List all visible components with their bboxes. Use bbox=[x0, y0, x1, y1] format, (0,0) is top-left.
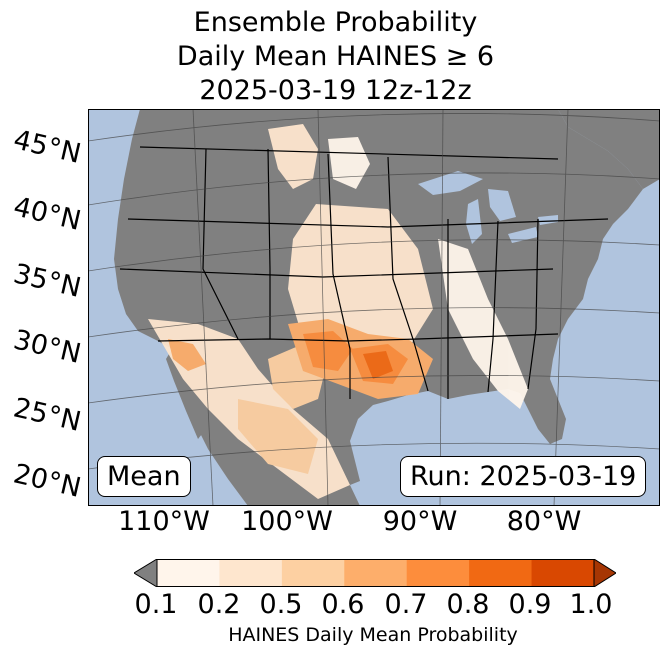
title-line-2: Daily Mean HAINES ≥ 6 bbox=[176, 41, 495, 72]
land-baja bbox=[166, 349, 206, 439]
lat-label-40: 40°N bbox=[10, 191, 84, 237]
lat-label-45: 45°N bbox=[10, 124, 84, 170]
lon-label-110: 110°W bbox=[118, 506, 210, 537]
colorbar-over-arrow bbox=[593, 559, 616, 587]
map-frame bbox=[88, 109, 660, 506]
colorbar-bin bbox=[344, 559, 408, 587]
colorbar-tick: 0.8 bbox=[446, 589, 490, 620]
lat-label-30: 30°N bbox=[10, 324, 84, 370]
colorbar-frame bbox=[156, 559, 595, 587]
probability-shading bbox=[148, 124, 528, 499]
lon-label-80: 80°W bbox=[506, 506, 582, 537]
probability-map bbox=[88, 109, 660, 506]
run-date-box: Run: 2025-03-19 bbox=[400, 456, 647, 497]
mean-label-box: Mean bbox=[97, 456, 191, 497]
colorbar-bin bbox=[219, 559, 283, 587]
colorbar-under-arrow bbox=[134, 559, 158, 587]
colorbar-bin bbox=[157, 559, 220, 587]
title-line-1: Ensemble Probability bbox=[193, 7, 478, 38]
lat-label-25: 25°N bbox=[10, 392, 84, 438]
lon-label-100: 100°W bbox=[241, 506, 333, 537]
colorbar-tick: 0.1 bbox=[134, 589, 178, 620]
land-canada-east bbox=[558, 109, 660, 189]
colorbar-bin bbox=[531, 559, 595, 587]
great-lakes bbox=[418, 171, 558, 244]
colorbar-label: HAINES Daily Mean Probability bbox=[228, 624, 518, 646]
lat-label-35: 35°N bbox=[10, 258, 84, 304]
colorbar-bin bbox=[281, 559, 345, 587]
colorbar-tick: 1.0 bbox=[569, 589, 613, 620]
colorbar-tick: 0.9 bbox=[508, 589, 552, 620]
colorbar-tick: 0.6 bbox=[321, 589, 365, 620]
colorbar-bin bbox=[469, 559, 533, 587]
lat-label-20: 20°N bbox=[10, 458, 84, 504]
colorbar-tick: 0.7 bbox=[384, 589, 428, 620]
lon-label-90: 90°W bbox=[382, 506, 458, 537]
colorbar-tick: 0.2 bbox=[197, 589, 241, 620]
colorbar bbox=[134, 559, 616, 587]
colorbar-tick: 0.5 bbox=[259, 589, 303, 620]
title-line-3: 2025-03-19 12z-12z bbox=[199, 75, 472, 106]
colorbar-bin bbox=[406, 559, 470, 587]
